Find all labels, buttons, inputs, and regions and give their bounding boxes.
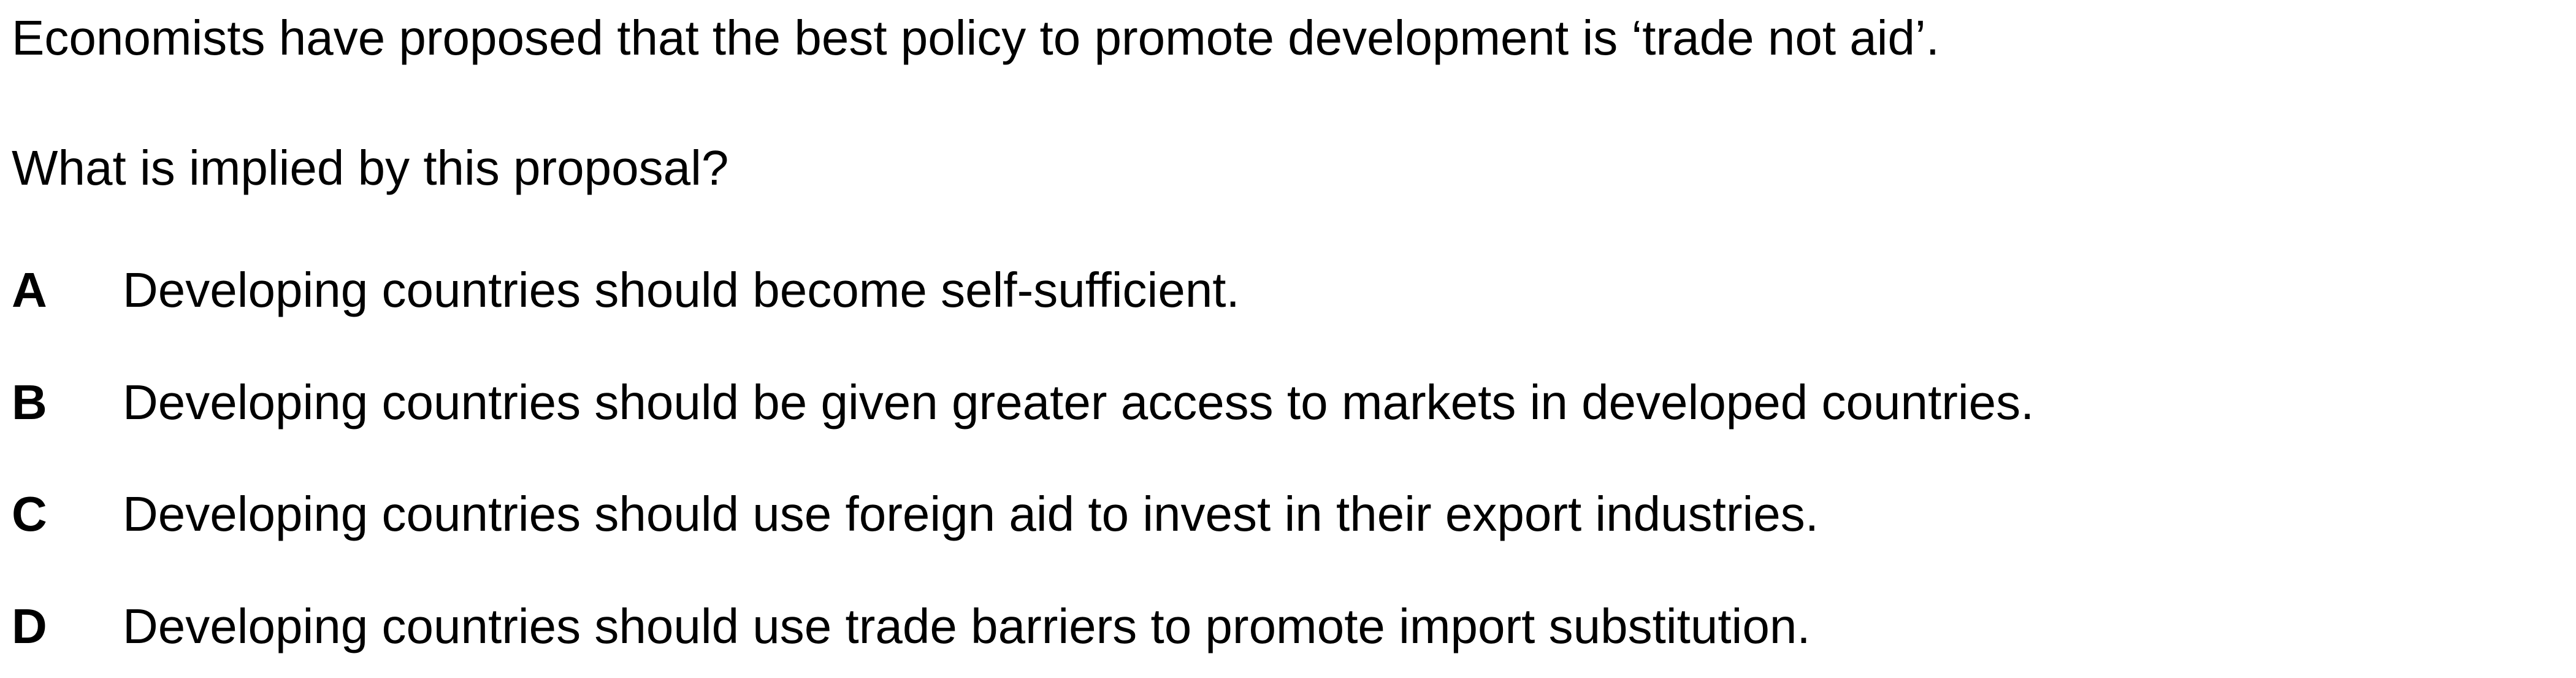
option-text: Developing countries should use foreign … (123, 487, 1819, 541)
option-letter: D (12, 599, 47, 653)
question-prompt: What is implied by this proposal? (12, 141, 729, 195)
option-text: Developing countries should be given gre… (123, 375, 2035, 430)
option-letter: B (12, 375, 47, 430)
option-letter: C (12, 487, 47, 541)
option-text: Developing countries should become self-… (123, 263, 1240, 317)
option-letter: A (12, 263, 47, 317)
option-text: Developing countries should use trade ba… (123, 599, 1811, 653)
question-stem: Economists have proposed that the best p… (12, 10, 1940, 65)
